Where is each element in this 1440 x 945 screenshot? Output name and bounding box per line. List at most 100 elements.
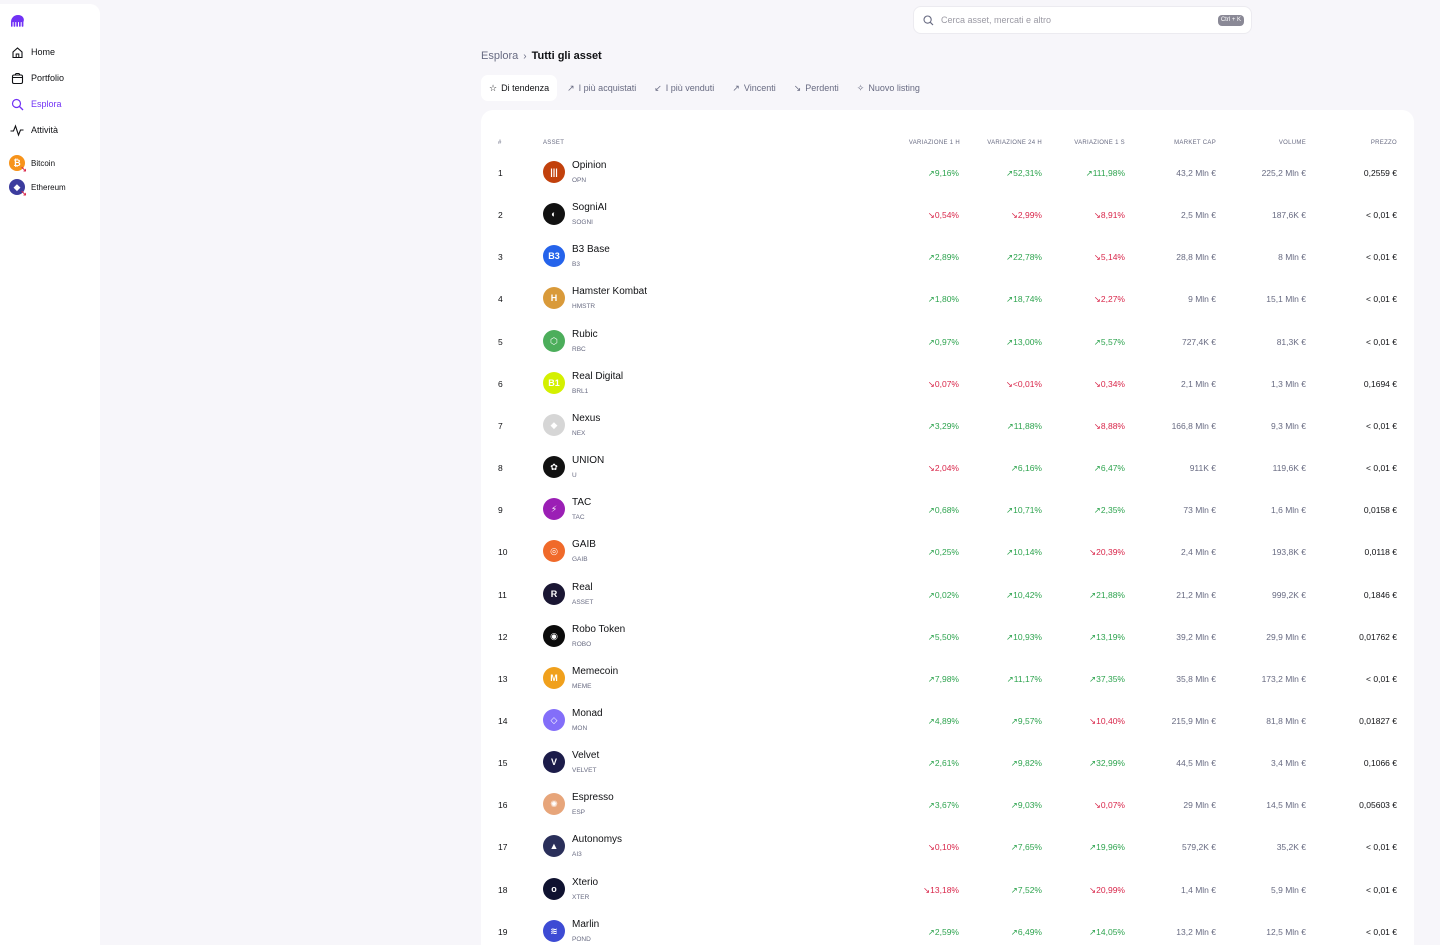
table-row[interactable]: 2 ◐ SogniAI SOGNI ↘0,54% ↘2,99% ↘8,91% 2,5 Mln …	[481, 193, 1414, 235]
market-cap: 911K €	[1189, 463, 1216, 473]
table-row[interactable]: 5 ⬡ Rubic RBC ↗0,97% ↗13,00% ↗5,57% 727,4K € 81,…	[481, 320, 1414, 362]
table-row[interactable]: 4 H Hamster Kombat HMSTR ↗1,80% ↗18,74% ↘2,27%…	[481, 277, 1414, 319]
sidebar-asset-ethereum[interactable]: ◆ ↘ Ethereum	[9, 179, 66, 198]
breadcrumb: Esplora › Tutti gli asset	[481, 50, 602, 62]
kraken-logo-icon[interactable]	[10, 14, 26, 28]
change-1w: ↗111,98%	[1085, 168, 1125, 178]
price: 0,2559 €	[1363, 168, 1397, 178]
market-cap: 43,2 Mln €	[1176, 168, 1216, 178]
trend-up-icon: ↗	[732, 82, 740, 93]
table-row[interactable]: 12 ◉ Robo Token ROBO ↗5,50% ↗10,93% ↗13,19% 39,…	[481, 615, 1414, 657]
column-header-price[interactable]: PREZZO	[1370, 140, 1397, 146]
search-input[interactable]	[941, 15, 1201, 25]
table-row[interactable]: 17 ▲ Autonomys AI3 ↘0,10% ↗7,65% ↗19,96% 579,2K…	[481, 825, 1414, 867]
tab-di-tendenza[interactable]: ☆ Di tendenza	[481, 75, 558, 101]
asset-symbol: MEME	[572, 683, 592, 690]
row-rank: 13	[498, 674, 508, 684]
column-header-market-cap[interactable]: MARKET CAP	[1174, 140, 1216, 146]
change-1w: ↘20,39%	[1089, 547, 1125, 557]
asset-logo-icon: ◐	[543, 203, 565, 225]
tab-piu-venduti[interactable]: ↙ I più venduti	[654, 82, 715, 94]
arrow-up-right-icon: ↗	[927, 505, 935, 515]
volume: 8 Mln €	[1278, 252, 1306, 262]
arrow-up-right-icon: ↗	[1006, 590, 1014, 600]
table-row[interactable]: 15 V Velvet VELVET ↗2,61% ↗9,82% ↗32,99% 44,5 M…	[481, 741, 1414, 783]
column-header-num: #	[498, 140, 502, 146]
row-rank: 10	[498, 547, 508, 557]
table-row[interactable]: 6 B1 Real Digital BRL1 ↘0,07% ↘<0,01% ↘0,34% 2,…	[481, 362, 1414, 404]
table-row[interactable]: 11 R Real ASSET ↗0,02% ↗10,42% ↗21,88% 21,2 Mln…	[481, 573, 1414, 615]
column-header-asset[interactable]: ASSET	[543, 140, 565, 146]
arrow-down-right-icon: ↘	[927, 210, 935, 220]
arrow-up-right-icon: ↗	[1006, 632, 1014, 642]
asset-name: Hamster Kombat	[572, 286, 648, 297]
asset-name: B3 Base	[572, 244, 610, 255]
asset-symbol: ESP	[572, 809, 586, 816]
table-row[interactable]: 1 ||| Opinion OPN ↗9,16% ↗52,31% ↗111,98% 43,2 …	[481, 151, 1414, 193]
tab-piu-acquistati[interactable]: ↗ I più acquistati	[567, 82, 637, 94]
sidebar-item-esplora[interactable]: Esplora	[10, 94, 62, 114]
arrow-down-right-icon: ↘	[1089, 885, 1097, 895]
table-row[interactable]: 9 ⚡ TAC TAC ↗0,68% ↗10,71% ↗2,35% 73 Mln € 1,6 M…	[481, 488, 1414, 530]
sparkle-icon: ✧	[856, 82, 865, 93]
price: 0,01827 €	[1359, 716, 1397, 726]
change-1w: ↘20,99%	[1089, 885, 1125, 895]
table-row[interactable]: 18 o Xterio XTER ↘13,18% ↗7,52% ↘20,99% 1,4 Mln…	[481, 868, 1414, 910]
arrow-down-right-icon: ↘	[927, 842, 935, 852]
sidebar-item-attivita[interactable]: Attività	[10, 120, 58, 140]
sidebar-item-home[interactable]: Home	[10, 42, 55, 62]
market-cap: 215,9 Mln €	[1171, 716, 1216, 726]
chevron-right-icon: ›	[523, 50, 527, 62]
asset-name: TAC	[572, 497, 592, 508]
arrow-up-right-icon: ↗	[1093, 505, 1101, 515]
tab-vincenti[interactable]: ↗ Vincenti	[732, 82, 776, 94]
arrow-up-right-icon: ↗	[927, 758, 935, 768]
search-bar[interactable]: Ctrl + K	[913, 6, 1252, 34]
activity-icon	[10, 123, 24, 137]
change-24h: ↗13,00%	[1006, 337, 1042, 347]
table-row[interactable]: 14 ◇ Monad MON ↗4,89% ↗9,57% ↘10,40% 215,9 Mln …	[481, 699, 1414, 741]
row-rank: 16	[498, 800, 508, 810]
arrow-up-right-icon: ↗	[1093, 463, 1101, 473]
column-header-change-1h[interactable]: VARIAZIONE 1 H	[908, 140, 960, 146]
change-24h: ↗22,78%	[1006, 252, 1042, 262]
table-row[interactable]: 10 ◎ GAIB GAIB ↗0,25% ↗10,14% ↘20,39% 2,4 Mln €…	[481, 530, 1414, 572]
asset-name: Real	[572, 582, 593, 593]
table-row[interactable]: 16 ✺ Espresso ESP ↗3,67% ↗9,03% ↘0,07% 29 Mln €…	[481, 783, 1414, 825]
tab-nuovo-listing[interactable]: ✧ Nuovo listing	[856, 82, 920, 94]
arrow-up-right-icon: ↗	[927, 927, 935, 937]
table-row[interactable]: 7 ◆ Nexus NEX ↗3,29% ↗11,88% ↘8,88% 166,8 Mln €…	[481, 404, 1414, 446]
row-rank: 19	[498, 927, 508, 937]
table-row[interactable]: 3 B3 B3 Base B3 ↗2,89% ↗22,78% ↘5,14% 28,8 Mln …	[481, 235, 1414, 277]
table-row[interactable]: 8 ✿ UNION U ↘2,04% ↗6,16% ↗6,47% 911K € 119,6K €…	[481, 446, 1414, 488]
sidebar-item-portfolio[interactable]: Portfolio	[10, 68, 64, 88]
column-header-change-24h[interactable]: VARIAZIONE 24 H	[987, 140, 1042, 146]
asset-name: Marlin	[572, 919, 600, 930]
arrow-down-right-icon: ↘	[927, 463, 935, 473]
table-row[interactable]: 19 ≋ Marlin POND ↗2,59% ↗6,49% ↗14,05% 13,2 Mln…	[481, 910, 1414, 945]
tab-perdenti[interactable]: ↘ Perdenti	[793, 82, 839, 94]
change-1w: ↗5,57%	[1093, 337, 1125, 347]
breadcrumb-esplora[interactable]: Esplora	[481, 50, 519, 62]
change-1w: ↘8,88%	[1093, 421, 1125, 431]
arrow-down-right-icon: ↘	[1093, 800, 1101, 810]
market-cap: 39,2 Mln €	[1176, 632, 1216, 642]
row-rank: 11	[498, 590, 507, 600]
table-row[interactable]: 13 M Memecoin MEME ↗7,98% ↗11,17% ↗37,35% 35,8 …	[481, 657, 1414, 699]
asset-symbol: VELVET	[572, 767, 597, 774]
sidebar-asset-bitcoin[interactable]: ₿ ↘ Bitcoin	[9, 155, 55, 174]
change-1w: ↗6,47%	[1093, 463, 1125, 473]
sidebar: Home Portfolio Esplora Attività ₿ ↘ Bitco…	[0, 4, 100, 945]
market-cap: 166,8 Mln €	[1171, 421, 1216, 431]
arrow-down-left-icon: ↙	[654, 82, 662, 93]
page-title: Tutti gli asset	[531, 50, 602, 62]
arrow-down-right-icon: ↘	[1089, 547, 1097, 557]
volume: 193,8K €	[1271, 547, 1306, 557]
asset-logo-icon: M	[543, 667, 565, 689]
column-header-volume[interactable]: VOLUME	[1278, 140, 1306, 146]
arrow-up-right-icon: ↗	[927, 800, 935, 810]
change-24h: ↗6,16%	[1010, 463, 1042, 473]
market-cap: 9 Mln €	[1188, 294, 1216, 304]
change-1h: ↗0,25%	[927, 547, 959, 557]
column-header-change-1w[interactable]: VARIAZIONE 1 S	[1074, 140, 1125, 146]
